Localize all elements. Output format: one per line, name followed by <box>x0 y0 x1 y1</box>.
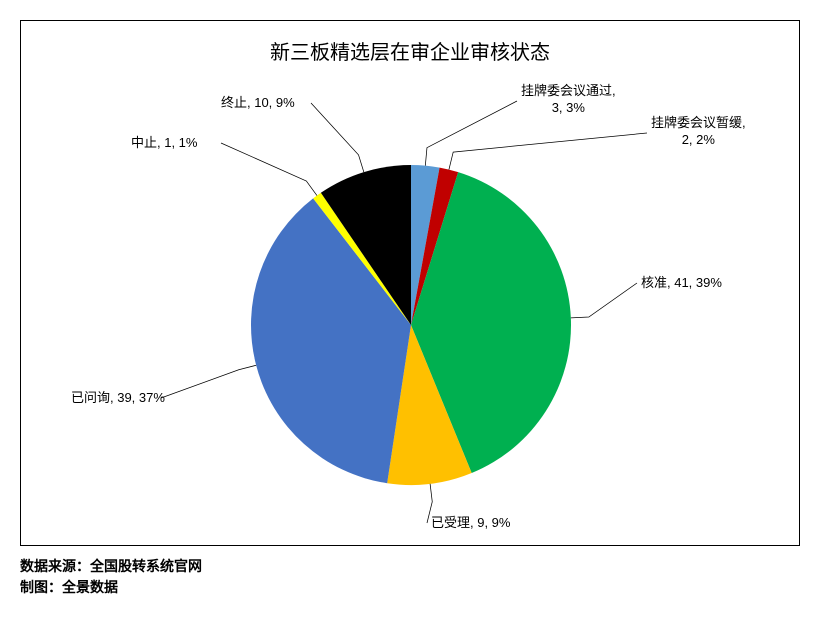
leader-line <box>449 133 647 170</box>
source-value: 全国股转系统官网 <box>90 558 202 574</box>
slice-label: 终止, 10, 9% <box>221 95 295 112</box>
slice-label: 挂牌委会议暂缓,2, 2% <box>651 115 746 149</box>
slice-label: 挂牌委会议通过,3, 3% <box>521 83 616 117</box>
leader-line <box>425 101 517 166</box>
slice-label: 已受理, 9, 9% <box>431 515 510 532</box>
slice-label: 中止, 1, 1% <box>131 135 197 152</box>
leader-line <box>571 283 637 318</box>
chart-container: 新三板精选层在审企业审核状态 挂牌委会议通过,3, 3% 挂牌委会议暂缓,2, 2… <box>20 20 800 546</box>
maker-label: 制图： <box>20 579 62 595</box>
data-source-line: 数据来源：全国股转系统官网 <box>20 556 799 577</box>
maker-value: 全景数据 <box>62 579 118 595</box>
slice-label: 已问询, 39, 37% <box>71 390 165 407</box>
slice-label: 核准, 41, 39% <box>641 275 722 292</box>
chart-title: 新三板精选层在审企业审核状态 <box>31 36 789 65</box>
leader-line <box>221 143 317 196</box>
chart-footer: 数据来源：全国股转系统官网 制图：全景数据 <box>20 556 799 598</box>
leader-line <box>161 365 256 398</box>
leader-line <box>311 103 364 172</box>
source-label: 数据来源： <box>20 558 90 574</box>
maker-line: 制图：全景数据 <box>20 577 799 598</box>
chart-area: 挂牌委会议通过,3, 3% 挂牌委会议暂缓,2, 2% 核准, 41, 39% 已受理… <box>31 75 791 535</box>
